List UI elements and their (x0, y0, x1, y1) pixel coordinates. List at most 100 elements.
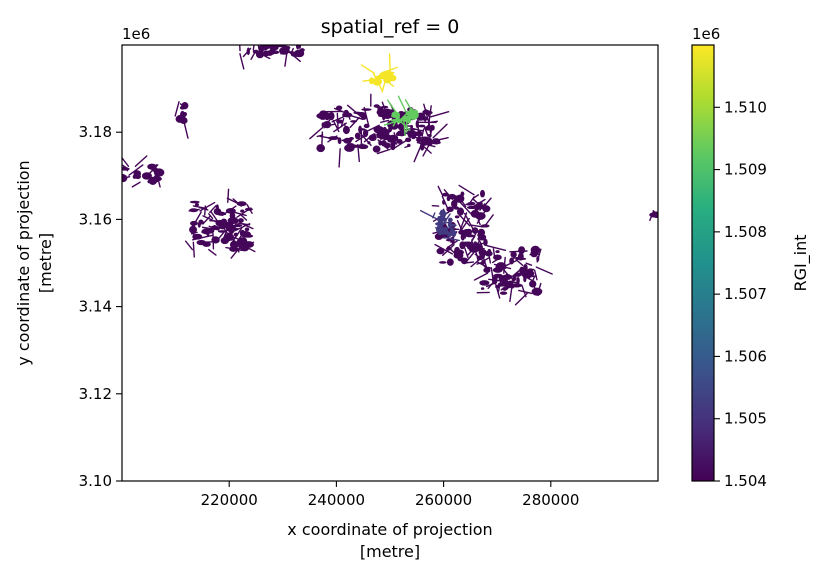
raster-region (649, 210, 658, 222)
raster-cell (377, 139, 389, 150)
raster-cell (451, 199, 458, 209)
raster-cell (477, 219, 481, 226)
raster-cell (483, 281, 488, 284)
raster-cell (409, 107, 414, 116)
raster-cell (387, 99, 397, 113)
raster-cell (438, 213, 451, 232)
raster-cell (470, 224, 483, 228)
raster-cell (422, 109, 431, 115)
raster-cell (202, 215, 212, 225)
raster-cell (216, 230, 226, 242)
raster-cell (479, 189, 486, 198)
raster-cell (439, 261, 447, 264)
raster-cell (432, 123, 448, 139)
raster-cell (189, 200, 200, 204)
raster-cell (512, 256, 521, 259)
raster-regions (122, 45, 658, 306)
raster-cell (316, 144, 326, 153)
raster-cell (230, 210, 247, 217)
y-tick-label: 3.10 (79, 472, 112, 490)
raster-cell (190, 231, 198, 235)
raster-cell (254, 50, 271, 60)
y-tick-label: 3.14 (79, 298, 112, 316)
raster-cell (416, 141, 436, 148)
raster-cell (211, 236, 220, 244)
raster-cell (535, 250, 540, 255)
raster-cell (193, 233, 203, 240)
raster-cell (343, 137, 352, 144)
raster-cell (299, 48, 305, 52)
raster-cell (446, 258, 454, 266)
raster-cell (518, 289, 533, 295)
raster-cell (437, 185, 444, 197)
raster-cell (422, 116, 428, 121)
raster-cell (374, 77, 383, 83)
raster-cell (321, 122, 325, 128)
raster-cell (467, 240, 481, 256)
raster-cell (201, 230, 208, 234)
raster-cell (461, 200, 467, 208)
colorbar-tick-label: 1.509 (724, 161, 767, 179)
raster-cell (478, 249, 487, 257)
raster-cell (244, 227, 250, 232)
raster-cell (368, 77, 375, 85)
colorbar-tick-label: 1.507 (724, 285, 767, 303)
raster-region (431, 184, 494, 266)
raster-cell (649, 211, 655, 222)
raster-cell (392, 135, 398, 142)
raster-cell (473, 241, 477, 245)
raster-cell (122, 156, 130, 167)
raster-cell (228, 219, 232, 224)
raster-cell (376, 148, 391, 155)
raster-cell (338, 148, 341, 168)
raster-cell (318, 112, 328, 120)
raster-cell (196, 239, 207, 246)
raster-cell (492, 248, 496, 259)
raster-cell (239, 222, 254, 230)
raster-cell (353, 111, 362, 115)
raster-cell (457, 212, 471, 227)
raster-cell (463, 246, 469, 259)
raster-cell (208, 225, 214, 229)
raster-cell (442, 226, 449, 234)
raster-cell (514, 291, 529, 306)
raster-cell (418, 124, 426, 128)
raster-cell (192, 205, 208, 210)
raster-cell (309, 126, 324, 140)
raster-region (360, 53, 398, 93)
raster-cell (215, 204, 219, 213)
raster-cell (422, 142, 431, 157)
chart-title: spatial_ref = 0 (321, 16, 460, 38)
raster-cell (446, 206, 454, 213)
raster-cell (192, 241, 195, 258)
raster-cell (132, 174, 137, 179)
y-tick-label: 3.18 (79, 123, 112, 141)
raster-cell (243, 241, 255, 248)
raster-cell (381, 81, 386, 93)
raster-cell (206, 232, 210, 236)
colorbar-tick-label: 1.504 (724, 472, 767, 490)
raster-cell (398, 111, 409, 123)
raster-cell (357, 144, 361, 163)
raster-cell (240, 231, 252, 238)
raster-cell (499, 264, 509, 276)
x-tick-label: 240000 (308, 491, 365, 509)
raster-cell (227, 188, 230, 203)
plot-frame (121, 44, 659, 482)
raster-cell (363, 124, 380, 134)
raster-cell (454, 215, 460, 219)
colorbar (691, 44, 715, 482)
raster-cell (208, 248, 217, 256)
raster-cell (350, 144, 360, 148)
raster-cell (396, 139, 403, 144)
raster-cell (458, 229, 467, 235)
raster-cell (220, 237, 230, 245)
raster-cell (388, 74, 397, 82)
raster-cell (284, 52, 288, 67)
raster-cell (192, 224, 196, 233)
raster-cell (154, 176, 162, 182)
raster-cell (512, 274, 517, 281)
raster-cell (488, 278, 503, 282)
x-axis-label-line1: x coordinate of projection (287, 520, 492, 539)
raster-cell (379, 72, 388, 79)
